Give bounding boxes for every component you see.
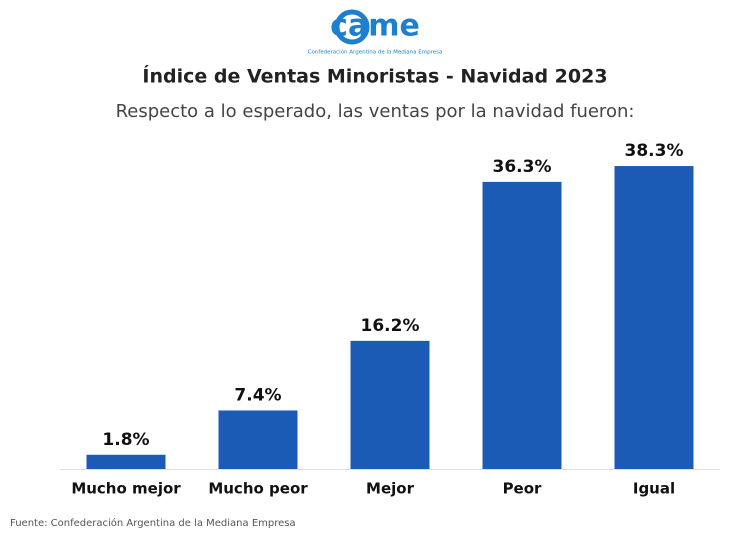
chart-subtitle: Respecto a lo esperado, las ventas por l… xyxy=(116,101,635,122)
source: Fuente: Confederación Argentina de la Me… xyxy=(10,517,296,529)
bar xyxy=(614,166,694,469)
x-tick-label: Mucho mejor xyxy=(71,480,181,498)
logo-text: came xyxy=(330,9,420,44)
value-label: 1.8% xyxy=(102,430,149,450)
x-tick-label: Peor xyxy=(503,480,542,498)
bar xyxy=(482,181,562,469)
x-tick-label: Mucho peor xyxy=(208,480,308,498)
value-label: 16.2% xyxy=(361,316,420,336)
value-label: 38.3% xyxy=(625,141,684,161)
logo-subtitle: Confederación Argentina de la Mediana Em… xyxy=(308,49,443,56)
logo-mark xyxy=(334,9,370,45)
chart-title: Índice de Ventas Minoristas - Navidad 20… xyxy=(142,65,607,88)
bar xyxy=(218,410,298,469)
value-label: 36.3% xyxy=(493,157,552,177)
value-label: 7.4% xyxy=(234,385,281,405)
x-tick-label: Mejor xyxy=(366,480,415,498)
bar xyxy=(86,454,166,469)
x-tick-label: Igual xyxy=(633,480,675,498)
bar xyxy=(350,340,430,469)
